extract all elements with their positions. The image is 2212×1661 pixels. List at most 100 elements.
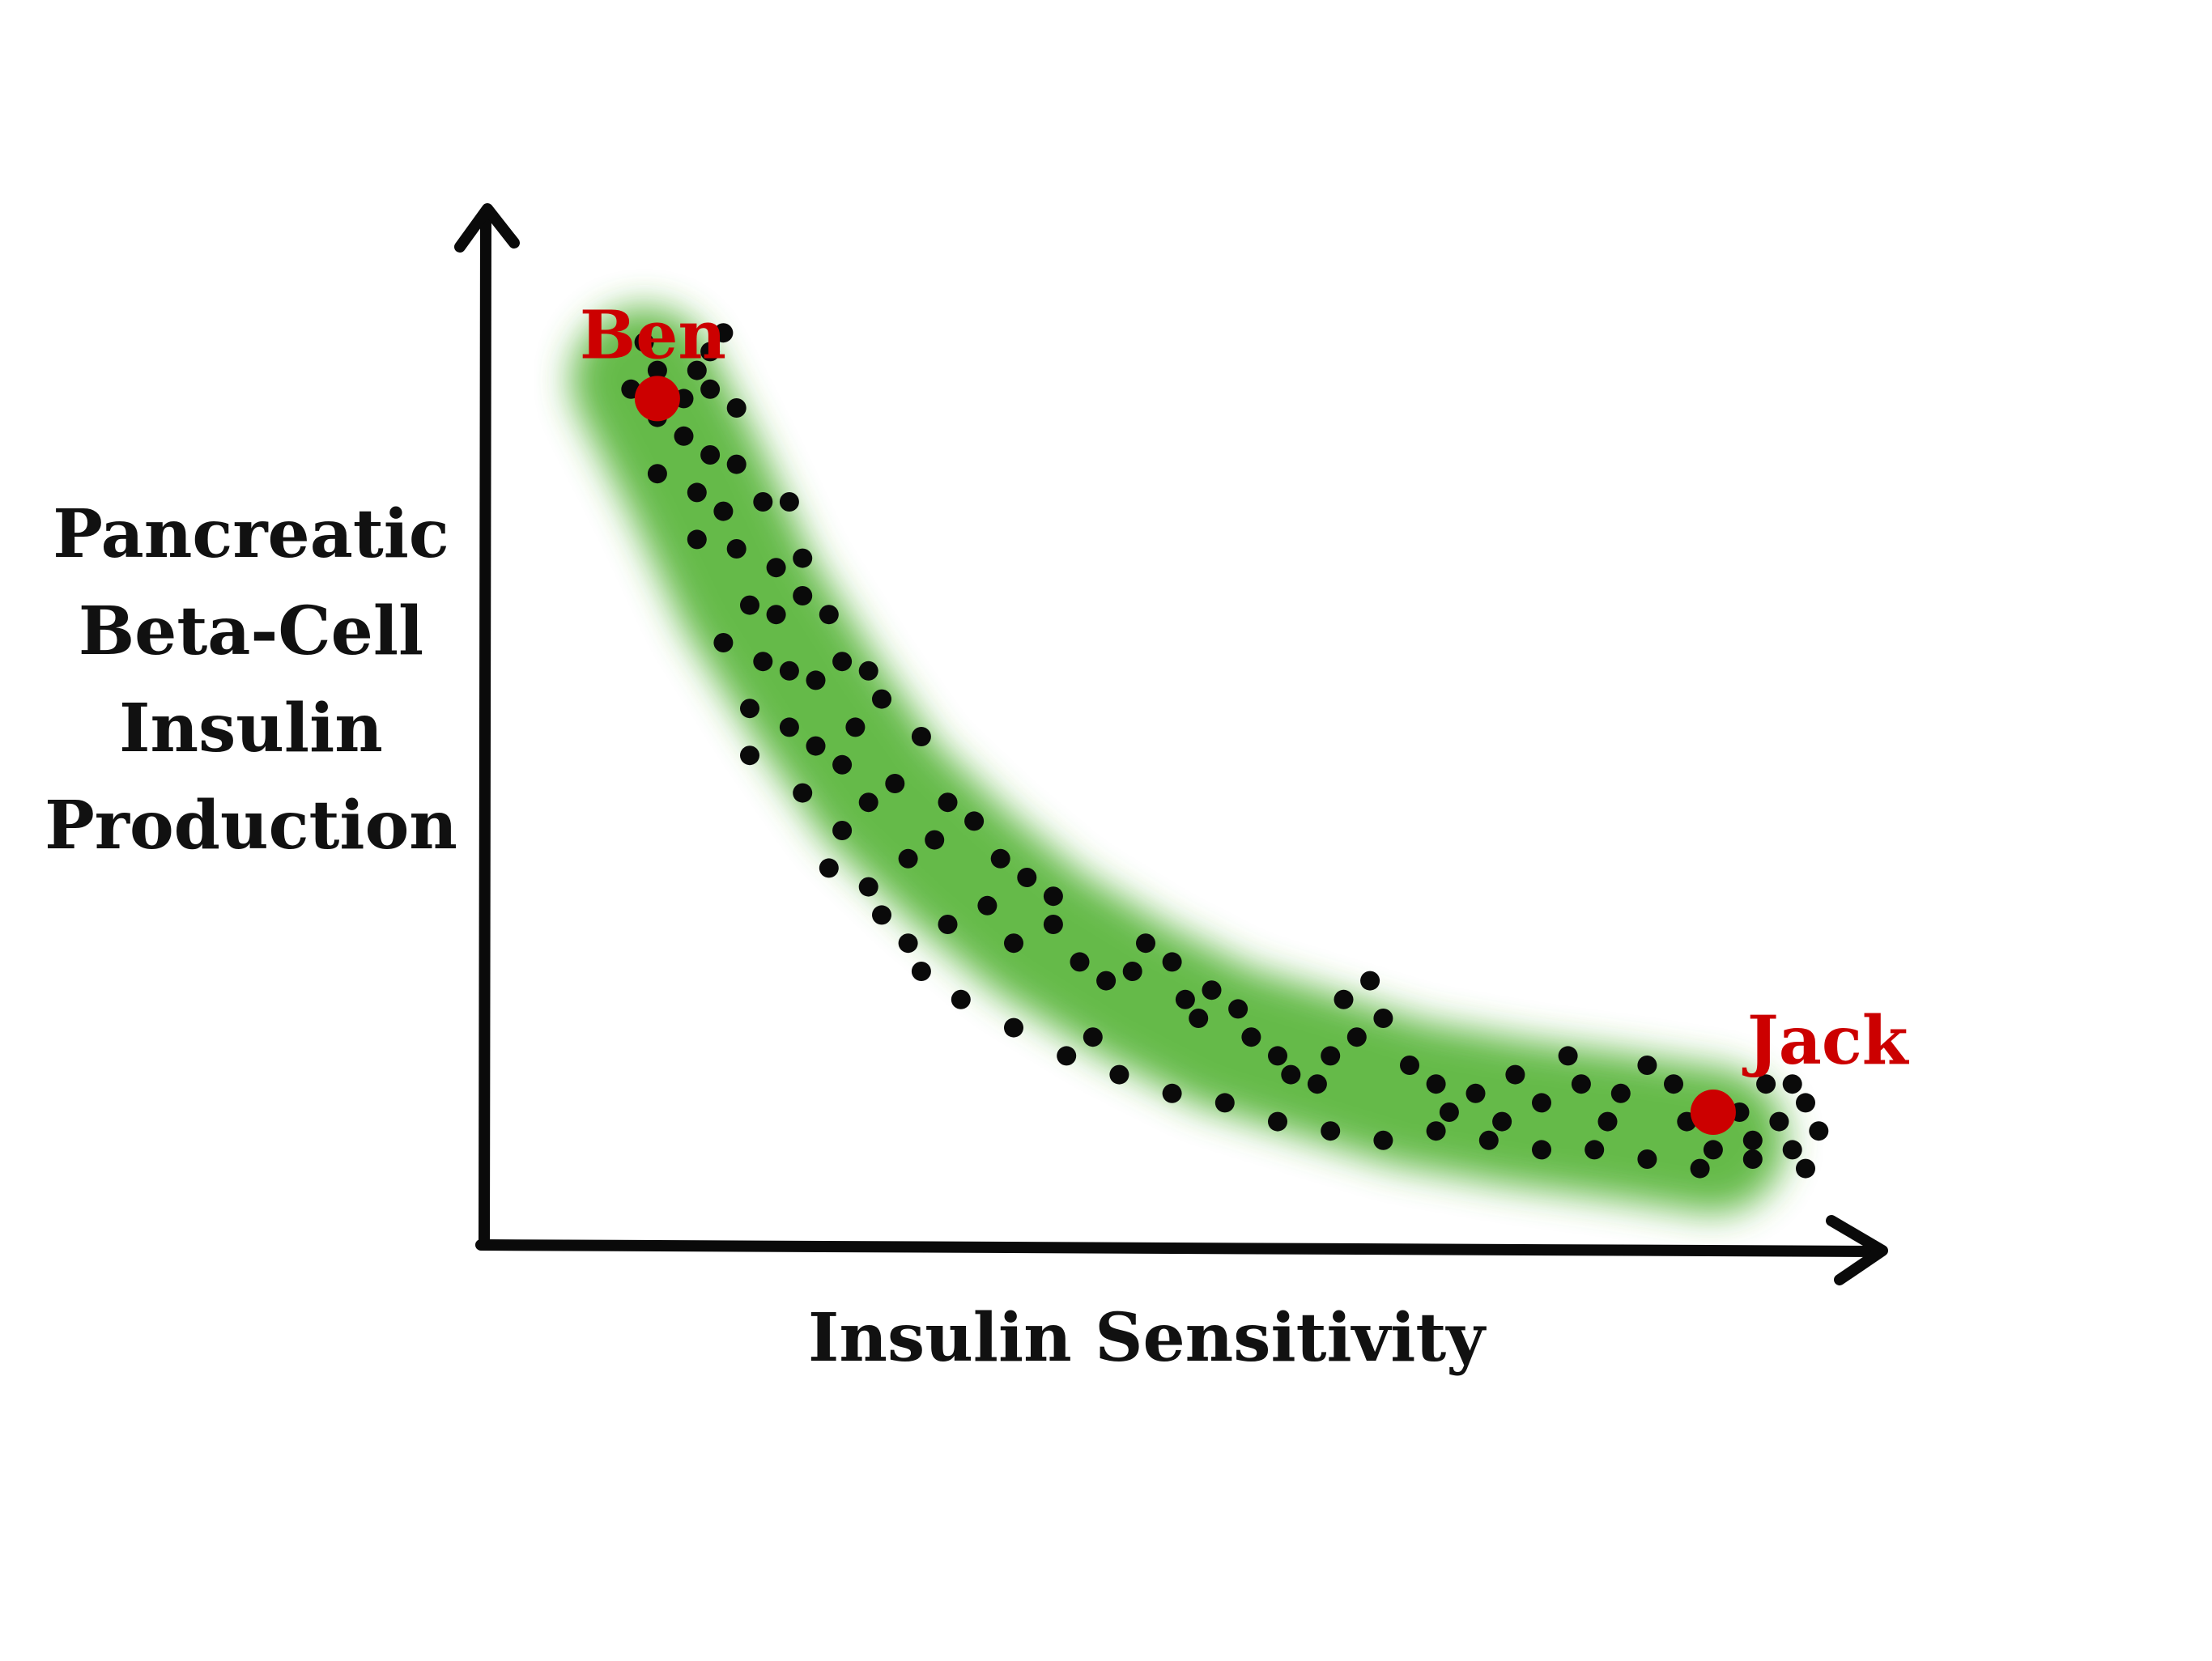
data-point [1228,999,1249,1019]
data-point [793,783,813,803]
data-point [911,962,931,981]
data-point [1742,1130,1763,1150]
data-point [1585,1140,1605,1160]
data-point [1043,886,1063,907]
data-point [700,379,721,399]
data-point [753,652,773,672]
data-point [1782,1074,1802,1094]
data-point [1122,962,1142,981]
data-point [1175,989,1195,1009]
data-point [1321,1121,1341,1141]
data-point [819,605,839,625]
data-points [621,323,1829,1179]
data-point [726,454,747,474]
data-point [793,548,813,568]
data-point [832,821,853,840]
data-point [1321,1046,1341,1066]
data-point [713,501,734,521]
data-point [1664,1074,1683,1094]
data-point [964,811,985,831]
data-point [766,605,786,625]
x-axis-arrowhead [1826,1215,1888,1285]
data-point [1571,1074,1591,1094]
data-point [1597,1111,1618,1132]
data-point [1268,1111,1287,1132]
data-point [700,445,721,465]
data-point [779,492,799,512]
data-point [647,360,667,380]
data-point [1439,1102,1459,1122]
data-point [1769,1111,1789,1132]
data-point [1189,1009,1209,1028]
data-point [1334,989,1354,1009]
data-point [687,482,707,503]
y-axis-arrowhead [454,203,520,253]
data-point [977,895,998,915]
data-point [687,529,707,550]
data-point [1478,1130,1499,1150]
data-point [898,848,918,869]
highlight-label-jack: Jack [1742,1002,1910,1080]
y-axis-label-line: Insulin [119,690,383,767]
data-point [806,736,826,756]
data-point [1782,1140,1802,1160]
data-point [726,398,747,418]
data-point [687,360,707,380]
trend-band-shape [571,307,1786,1213]
data-point [1109,1064,1129,1085]
data-point [1756,1074,1776,1094]
data-point [740,699,759,719]
data-point [674,426,694,446]
data-point [1070,952,1090,972]
data-point [1703,1140,1723,1160]
data-point [1373,1130,1393,1150]
data-point [938,915,958,934]
data-point [647,464,667,484]
data-point [779,717,799,737]
data-point [1796,1093,1815,1113]
x-axis-line [475,1239,1882,1257]
data-point [938,792,958,813]
data-point [753,492,773,512]
data-point [1426,1121,1446,1141]
data-point [1373,1009,1393,1028]
x-axis-label: Insulin Sensitivity [808,1299,1485,1377]
data-point [819,858,839,878]
data-point [1532,1140,1551,1160]
data-point [858,792,878,813]
data-point [713,633,734,652]
data-point [1400,1056,1419,1075]
data-point [1796,1158,1815,1179]
data-point [740,746,759,766]
trend-band [571,307,1786,1213]
y-axis-line [479,207,491,1251]
data-point [1610,1083,1631,1103]
data-point [1532,1093,1551,1113]
data-point [832,754,853,775]
y-axis-label-line: Production [45,787,457,864]
data-point [1004,933,1023,954]
data-point [1162,1083,1182,1103]
data-point [1043,915,1063,934]
data-point [1492,1111,1512,1132]
data-point [634,332,654,352]
data-point [885,774,905,793]
data-point [766,558,786,578]
data-point [740,595,759,615]
data-point [832,652,853,672]
data-point [872,905,891,925]
data-point [1057,1046,1077,1066]
data-point [951,989,971,1009]
data-point [1096,971,1117,991]
data-point [1558,1046,1578,1066]
data-point [858,877,878,897]
data-point [872,689,891,709]
data-point [1637,1056,1657,1075]
data-point [1268,1046,1287,1066]
data-point [1426,1074,1446,1094]
data-point [1241,1027,1261,1047]
data-point [1742,1149,1763,1169]
data-point [779,661,799,681]
